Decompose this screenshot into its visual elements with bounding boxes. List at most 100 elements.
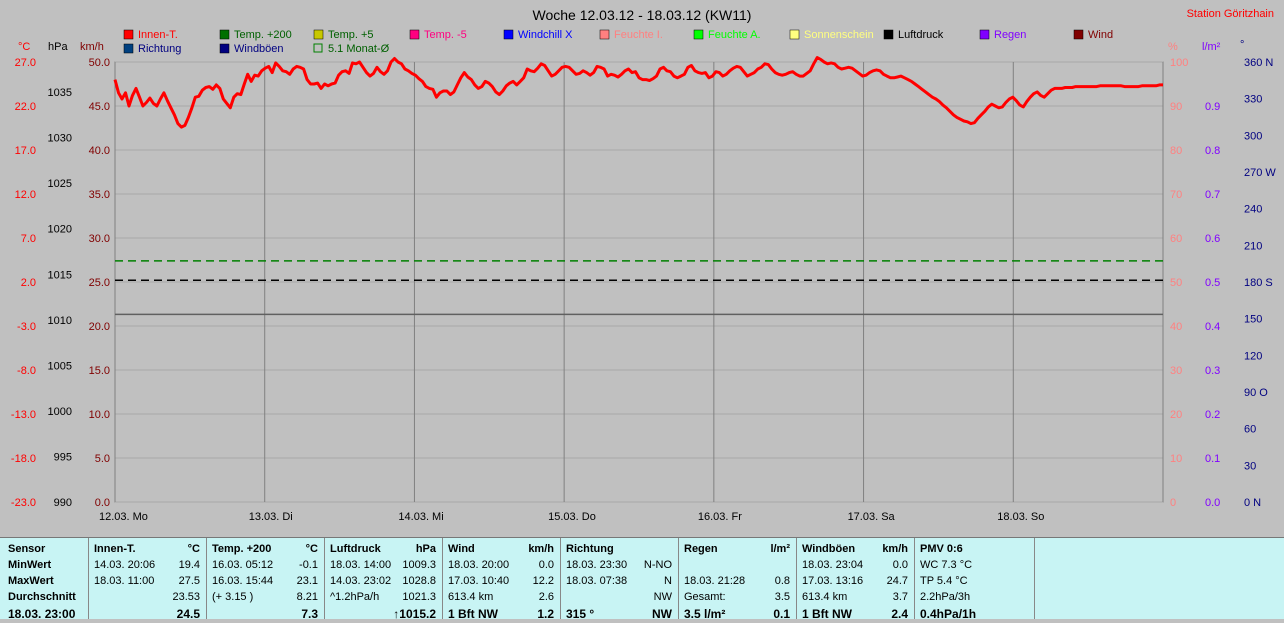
y-tick-hum-10: 0 <box>1170 497 1176 509</box>
y-tick-rain-6: 0.3 <box>1205 365 1220 377</box>
stats-cell-value: 12.2 <box>532 575 554 587</box>
stats-block-7: Windböen km/h 18.03. 23:04 0.0 17.03. 13:16 2… <box>796 538 915 621</box>
legend-swatch-13 <box>313 43 323 53</box>
stats-cell-label: 18.03. 21:28 <box>684 575 746 587</box>
stats-cell-label: 3.5 l/m² <box>684 607 726 621</box>
y-tick-press-1: 1030 <box>48 133 72 145</box>
stats-cell-label: 14.03. 23:02 <box>330 575 392 587</box>
stats-cell-label: 2.2hPa/3h <box>920 591 971 603</box>
stats-cell-value: 23.1 <box>296 575 318 587</box>
legend-label-1: Temp. +200 <box>234 29 292 41</box>
y-tick-dir-7: 150 <box>1244 314 1262 326</box>
series-line-0 <box>113 56 1163 129</box>
y-tick-rain-0: 0.9 <box>1205 101 1220 113</box>
legend-swatch-11 <box>123 43 134 54</box>
y-tick-rain-4: 0.5 <box>1205 277 1220 289</box>
legend-swatch-1 <box>219 29 230 40</box>
label-sensor: Sensor <box>8 543 46 555</box>
y-tick-temp-6: -3.0 <box>17 321 36 333</box>
legend-label-0: Innen-T. <box>138 29 178 41</box>
y-tick-wind-6: 20.0 <box>89 321 110 333</box>
y-tick-hum-8: 20 <box>1170 409 1182 421</box>
legend-swatch-7 <box>789 29 800 40</box>
y-tick-hum-6: 40 <box>1170 321 1182 333</box>
y-tick-rain-9: 0.0 <box>1205 497 1220 509</box>
y-tick-dir-2: 300 <box>1244 130 1262 142</box>
y-tick-wind-0: 50.0 <box>89 57 110 69</box>
stats-unit: l/m² <box>770 543 790 555</box>
axis-unit-1: hPa <box>48 41 68 53</box>
stats-cell-label: 18.03. 07:38 <box>566 575 628 587</box>
legend-swatch-10 <box>1073 29 1084 40</box>
stats-cell-value: 1009.3 <box>402 559 436 571</box>
legend-swatch-6 <box>693 29 704 40</box>
stats-header: PMV 0:6 <box>920 543 963 555</box>
y-tick-hum-3: 70 <box>1170 189 1182 201</box>
y-tick-temp-1: 22.0 <box>15 101 36 113</box>
y-tick-wind-9: 5.0 <box>95 453 110 465</box>
stats-cell-label: 315 ° <box>566 607 595 621</box>
y-tick-dir-8: 120 <box>1244 350 1262 362</box>
stats-cell-value: 0.8 <box>774 575 790 587</box>
stats-cell-value: 1.2 <box>537 607 554 621</box>
stats-cell-value: NW <box>652 607 672 621</box>
stats-cell-value: ↑1015.2 <box>393 607 436 621</box>
y-tick-hum-9: 10 <box>1170 453 1182 465</box>
stats-header: Regen <box>684 543 718 555</box>
y-tick-dir-1: 330 <box>1244 94 1262 106</box>
y-tick-dir-6: 180 S <box>1244 277 1273 289</box>
stats-unit: km/h <box>882 543 908 555</box>
legend-label-11: Richtung <box>138 43 181 55</box>
station-name: Station Göritzhain <box>1187 8 1274 20</box>
y-tick-press-2: 1025 <box>48 178 72 190</box>
stats-unit: °C <box>305 543 318 555</box>
y-tick-press-4: 1015 <box>48 269 72 281</box>
y-tick-press-7: 1000 <box>48 406 72 418</box>
axis-unit-0: °C <box>18 41 30 53</box>
y-tick-dir-5: 210 <box>1244 240 1262 252</box>
stats-cell-value: -0.1 <box>299 559 318 571</box>
legend-swatch-12 <box>219 43 230 54</box>
legend-swatch-9 <box>979 29 990 40</box>
legend-label-4: Windchill X <box>518 29 573 41</box>
y-tick-wind-10: 0.0 <box>95 497 110 509</box>
y-tick-rain-5: 0.4 <box>1205 321 1220 333</box>
stats-cell-value: 3.7 <box>892 591 908 603</box>
stats-cell-value: N <box>664 575 672 587</box>
y-tick-temp-7: -8.0 <box>17 365 36 377</box>
stats-cell-value: 0.0 <box>538 559 554 571</box>
legend-swatch-2 <box>313 29 324 40</box>
stats-header: Wind <box>448 543 475 555</box>
x-tick-label-1: 13.03. Di <box>249 511 293 523</box>
stats-cell-label: ^1.2hPa/h <box>330 591 380 603</box>
y-tick-temp-2: 17.0 <box>15 145 36 157</box>
stats-cell-value: N-NO <box>643 559 672 571</box>
weather-chart: Woche 12.03.12 - 18.03.12 (KW11) Station … <box>11 7 1276 523</box>
legend-label-12: Windböen <box>234 43 284 55</box>
y-tick-temp-8: -13.0 <box>11 409 36 421</box>
x-tick-label-4: 16.03. Fr <box>698 511 742 523</box>
stats-block-2: Temp. +200 °C 16.03. 05:12 -0.1 16.03. 15:44… <box>206 538 325 621</box>
stats-cell-label: (+ 3.15 ) <box>212 591 254 603</box>
stats-block-1: Innen-T. °C 14.03. 20:06 19.4 18.03. 11:00 27… <box>88 538 207 621</box>
y-tick-dir-11: 30 <box>1244 460 1256 472</box>
stats-cell-label: 1 Bft NW <box>802 607 852 621</box>
stats-cell-value: NW <box>653 591 672 603</box>
label-current-time: 18.03. 23:00 <box>8 607 76 621</box>
legend-swatch-0 <box>123 29 134 40</box>
stats-cell-value: 1021.3 <box>402 591 436 603</box>
stats-block-3: Luftdruck hPa 18.03. 14:00 1009.3 14.03. 23:… <box>324 538 443 621</box>
stats-cell-value: 8.21 <box>296 591 318 603</box>
stats-cell-label: Gesamt: <box>684 591 726 603</box>
legend-label-2: Temp. +5 <box>328 29 374 41</box>
stats-header: Richtung <box>566 543 614 555</box>
y-tick-hum-0: 100 <box>1170 57 1188 69</box>
x-tick-label-3: 15.03. Do <box>548 511 596 523</box>
stats-unit: km/h <box>528 543 554 555</box>
stats-cell-label: WC 7.3 °C <box>920 559 973 571</box>
stats-unit: °C <box>187 543 200 555</box>
stats-cell-label: 16.03. 15:44 <box>212 575 274 587</box>
y-tick-wind-4: 30.0 <box>89 233 110 245</box>
axis-unit-4: l/m² <box>1202 41 1221 53</box>
stats-cell-label: TP 5.4 °C <box>920 575 968 587</box>
